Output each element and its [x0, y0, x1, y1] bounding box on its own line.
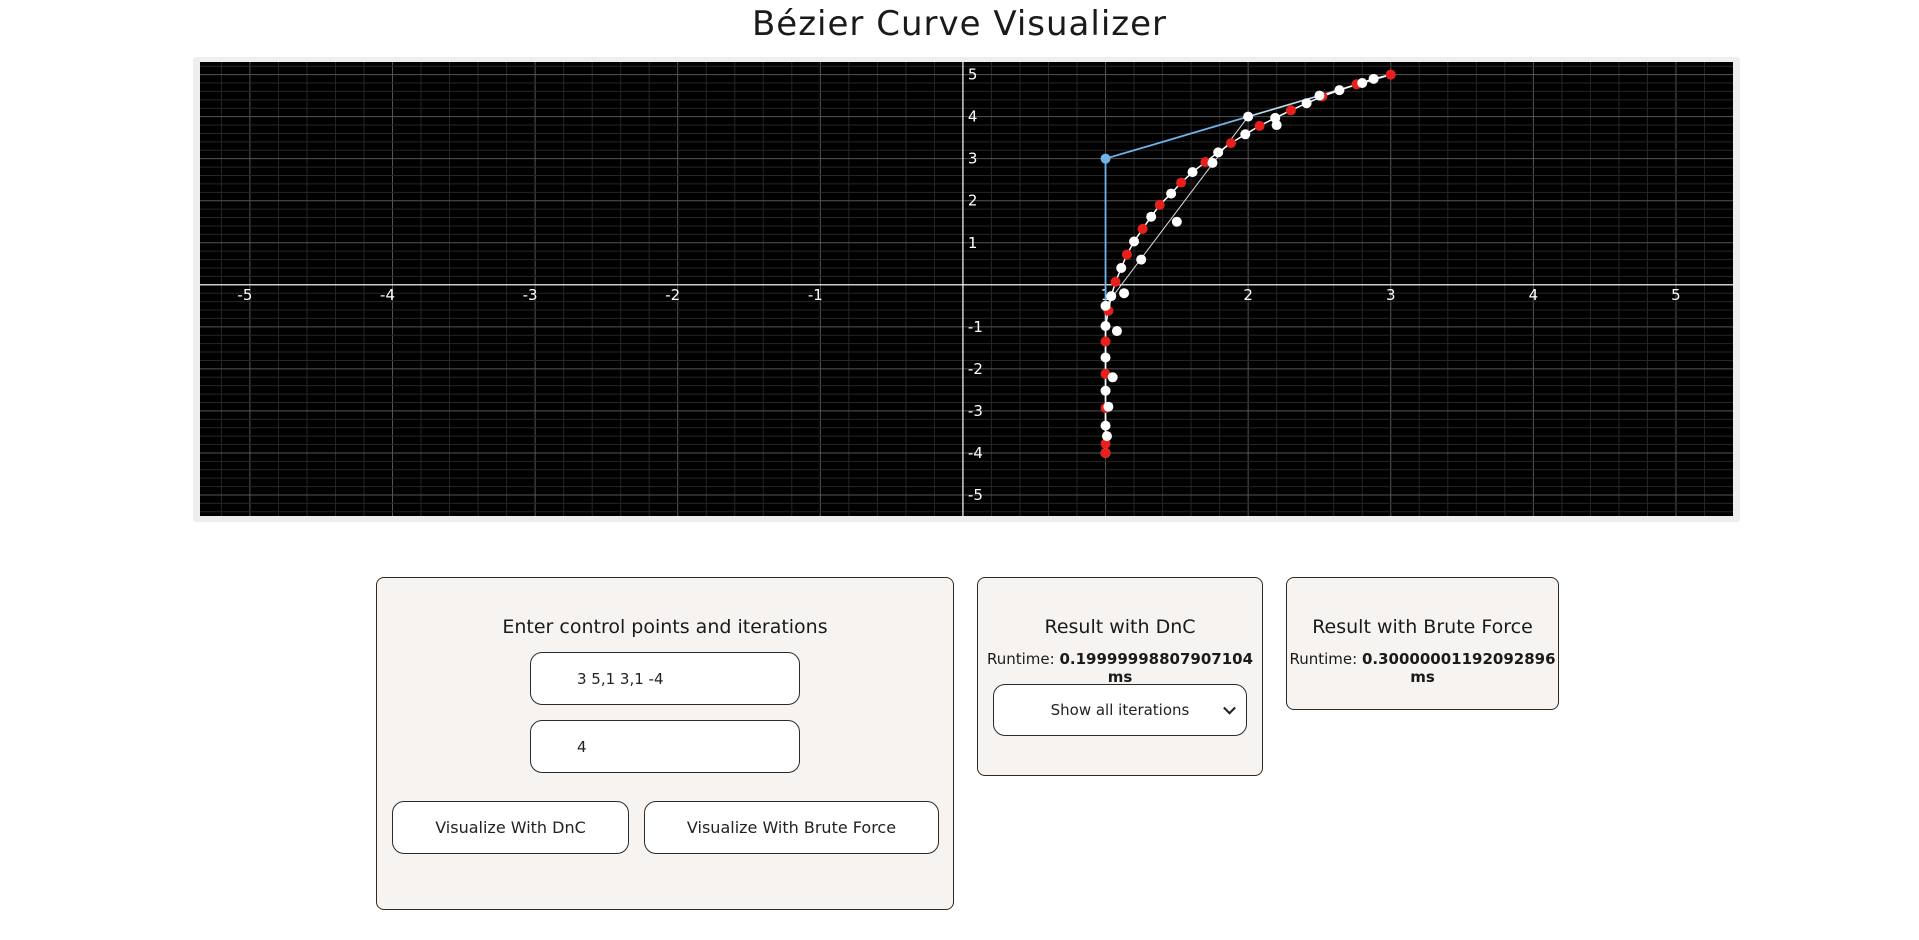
iteration-point	[1100, 300, 1111, 311]
iteration-point	[1119, 288, 1130, 299]
curve-point	[1129, 236, 1140, 247]
iteration-point	[1136, 254, 1147, 265]
iteration-point	[1103, 401, 1114, 412]
y-tick-label: -2	[968, 360, 983, 378]
curve-point	[1100, 438, 1111, 449]
curve-point	[1154, 199, 1165, 210]
brute-force-runtime: Runtime: 0.30000001192092896 ms	[1287, 650, 1558, 686]
curve-point	[1226, 138, 1237, 149]
y-tick-label: 4	[968, 108, 978, 126]
brute-force-runtime-label: Runtime:	[1289, 650, 1358, 668]
curve-point	[1116, 262, 1127, 273]
control-point	[1100, 447, 1111, 458]
x-tick-label: -1	[808, 286, 823, 304]
curve-point	[1240, 129, 1251, 140]
curve-point	[1121, 249, 1132, 260]
iteration-point	[1107, 372, 1118, 383]
iteration-point	[1101, 431, 1112, 442]
x-tick-label: -5	[237, 286, 252, 304]
iteration-point	[1111, 326, 1122, 337]
control-points-input[interactable]	[530, 652, 800, 705]
y-tick-label: 1	[968, 234, 978, 252]
iteration-point	[1357, 78, 1368, 89]
control-point	[1100, 153, 1111, 164]
brute-force-runtime-value: 0.30000001192092896 ms	[1361, 650, 1556, 686]
y-tick-label: 5	[968, 66, 978, 84]
page-title: Bézier Curve Visualizer	[751, 4, 1168, 44]
y-tick-label: -4	[968, 444, 983, 462]
dnc-result-panel: Result with DnC Runtime: 0.1999999880790…	[977, 577, 1263, 776]
x-tick-label: -4	[380, 286, 395, 304]
curve-point	[1285, 105, 1296, 116]
chevron-down-icon	[1223, 701, 1236, 715]
curve-point	[1176, 177, 1187, 188]
iterations-input[interactable]	[530, 720, 800, 773]
curve-point	[1100, 336, 1111, 347]
curve-point	[1100, 352, 1111, 363]
y-tick-label: -1	[968, 318, 983, 336]
curve-point	[1301, 98, 1312, 109]
iterations-select[interactable]: Show all iterations	[993, 684, 1247, 736]
curve-point	[1137, 223, 1148, 234]
visualize-dnc-button[interactable]: Visualize With DnC	[392, 801, 629, 854]
dnc-result-heading: Result with DnC	[1044, 616, 1196, 638]
curve-point	[1254, 120, 1265, 131]
curve-point	[1100, 385, 1111, 396]
visualize-brute-force-button[interactable]: Visualize With Brute Force	[644, 801, 939, 854]
curve-point	[1146, 211, 1157, 222]
curve-point	[1100, 320, 1111, 331]
y-tick-label: 3	[968, 150, 978, 168]
iteration-point	[1314, 90, 1325, 101]
y-tick-label: -5	[968, 486, 983, 504]
dnc-runtime-label: Runtime:	[986, 650, 1055, 668]
curve-point	[1213, 147, 1224, 158]
input-panel: Enter control points and iterations Visu…	[376, 577, 954, 910]
curve-point	[1334, 85, 1345, 96]
dnc-runtime-value: 0.19999998807907104 ms	[1059, 650, 1254, 686]
input-panel-heading: Enter control points and iterations	[502, 616, 828, 638]
x-tick-label: 2	[1243, 286, 1253, 304]
curve-point	[1166, 188, 1177, 199]
iterations-select-value: Show all iterations	[1050, 701, 1190, 719]
x-tick-label: -3	[523, 286, 538, 304]
dnc-runtime: Runtime: 0.19999998807907104 ms	[978, 650, 1262, 686]
x-tick-label: -2	[665, 286, 680, 304]
iteration-point	[1243, 111, 1254, 122]
x-tick-label: 5	[1671, 286, 1681, 304]
bezier-plot[interactable]: -5 -4 -3 -2 -1 1 2 3 4 5 5 4 3 2 1 -1 -2 -3 -4 -5	[200, 62, 1733, 516]
curve-point	[1100, 420, 1111, 431]
curve-point	[1106, 291, 1117, 302]
y-tick-label: 2	[968, 192, 978, 210]
bezier-curve-line	[1104, 73, 1391, 453]
curve-point	[1187, 167, 1198, 178]
x-tick-label: 3	[1386, 286, 1396, 304]
iteration-point	[1171, 216, 1182, 227]
iteration-point	[1271, 120, 1282, 131]
x-tick-label: 4	[1529, 286, 1539, 304]
brute-force-result-heading: Result with Brute Force	[1312, 616, 1533, 638]
iteration-point	[1207, 157, 1218, 168]
curve-point	[1368, 73, 1379, 84]
y-tick-label: -3	[968, 402, 983, 420]
brute-force-result-panel: Result with Brute Force Runtime: 0.30000…	[1286, 577, 1559, 710]
control-point	[1385, 69, 1396, 80]
curve-point	[1110, 276, 1121, 287]
